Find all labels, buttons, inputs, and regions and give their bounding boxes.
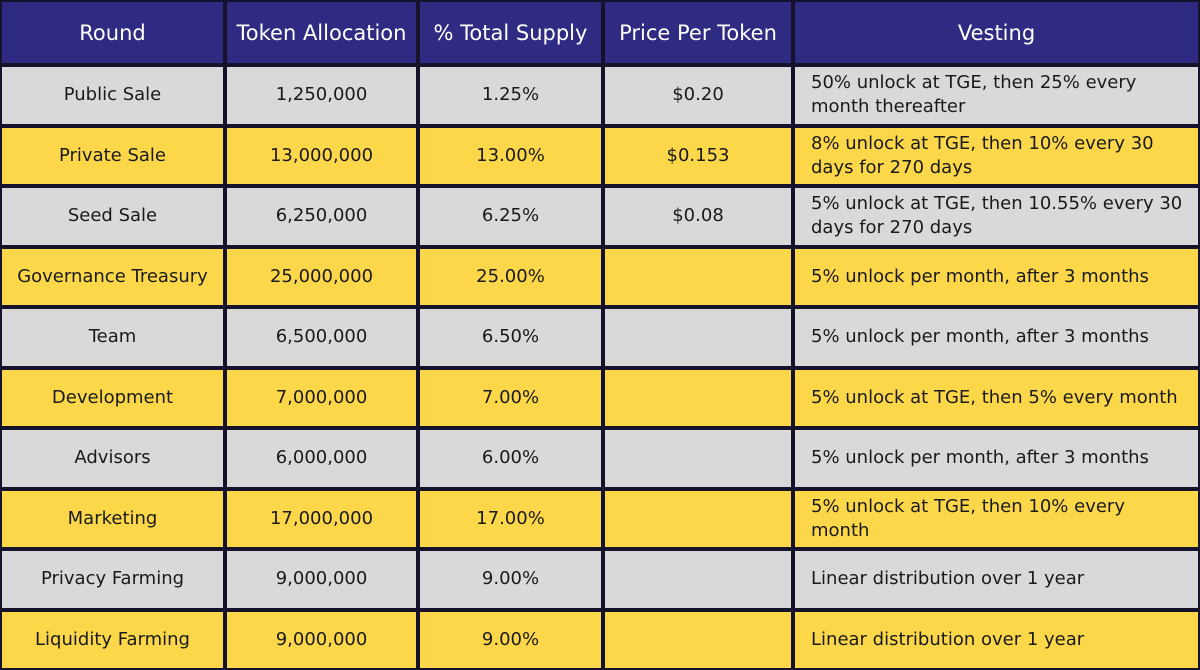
table-cell: Linear distribution over 1 year: [795, 611, 1198, 668]
table-cell: 7,000,000: [227, 369, 416, 426]
table-cell: [605, 551, 791, 608]
table-cell: Governance Treasury: [2, 248, 223, 305]
table-cell: 5% unlock per month, after 3 months: [795, 248, 1198, 305]
table-cell: 17.00%: [420, 490, 601, 547]
table-cell: 6,000,000: [227, 430, 416, 487]
table-cell: 5% unlock per month, after 3 months: [795, 430, 1198, 487]
table-cell: 6.25%: [420, 188, 601, 245]
table-cell: [605, 490, 791, 547]
table-cell: Seed Sale: [2, 188, 223, 245]
table-cell: 25,000,000: [227, 248, 416, 305]
table-cell: 9.00%: [420, 611, 601, 668]
table-cell: 5% unlock per month, after 3 months: [795, 309, 1198, 366]
table-cell: 6.00%: [420, 430, 601, 487]
table-cell: 5% unlock at TGE, then 5% every month: [795, 369, 1198, 426]
table-cell: 17,000,000: [227, 490, 416, 547]
table-cell: Marketing: [2, 490, 223, 547]
table-cell: 5% unlock at TGE, then 10% every month: [795, 490, 1198, 547]
table-cell: 1,250,000: [227, 67, 416, 124]
table-cell: 50% unlock at TGE, then 25% every month …: [795, 67, 1198, 124]
header-cell: Token Allocation: [227, 2, 416, 63]
table-cell: 7.00%: [420, 369, 601, 426]
table-cell: Development: [2, 369, 223, 426]
table-cell: 9.00%: [420, 551, 601, 608]
table-cell: 1.25%: [420, 67, 601, 124]
table-cell: 13.00%: [420, 127, 601, 184]
table-cell: 9,000,000: [227, 551, 416, 608]
table-cell: [605, 611, 791, 668]
table-cell: [605, 369, 791, 426]
table-cell: Public Sale: [2, 67, 223, 124]
table-cell: Privacy Farming: [2, 551, 223, 608]
table-cell: 6.50%: [420, 309, 601, 366]
table-cell: 6,250,000: [227, 188, 416, 245]
table-cell: Advisors: [2, 430, 223, 487]
table-cell: 8% unlock at TGE, then 10% every 30 days…: [795, 127, 1198, 184]
header-cell: % Total Supply: [420, 2, 601, 63]
header-cell: Vesting: [795, 2, 1198, 63]
table-cell: 9,000,000: [227, 611, 416, 668]
table-cell: [605, 248, 791, 305]
table-cell: 13,000,000: [227, 127, 416, 184]
table-cell: 6,500,000: [227, 309, 416, 366]
header-cell: Price Per Token: [605, 2, 791, 63]
table-cell: $0.153: [605, 127, 791, 184]
table-cell: Liquidity Farming: [2, 611, 223, 668]
table-cell: Linear distribution over 1 year: [795, 551, 1198, 608]
header-cell: Round: [2, 2, 223, 63]
table-cell: [605, 309, 791, 366]
table-cell: $0.08: [605, 188, 791, 245]
table-cell: 25.00%: [420, 248, 601, 305]
table-cell: Private Sale: [2, 127, 223, 184]
table-cell: Team: [2, 309, 223, 366]
table-cell: [605, 430, 791, 487]
table-cell: $0.20: [605, 67, 791, 124]
table-cell: 5% unlock at TGE, then 10.55% every 30 d…: [795, 188, 1198, 245]
